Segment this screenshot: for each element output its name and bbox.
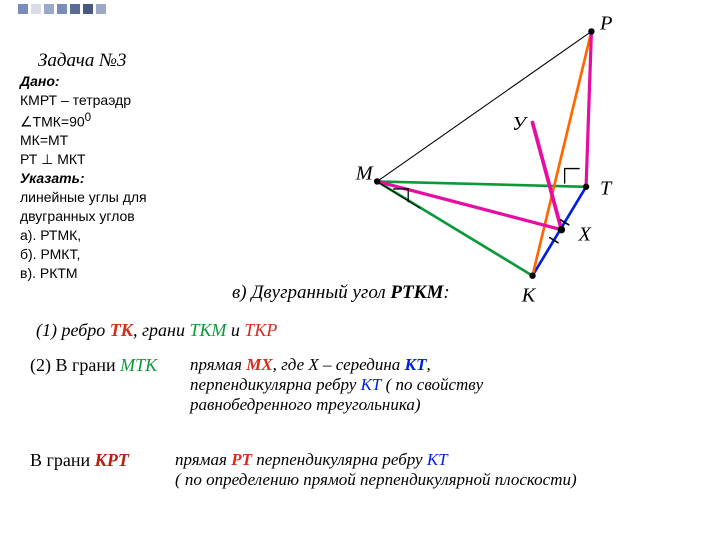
decor-sq [31,4,41,14]
tetrahedron-diagram: Р Т М К Х У [280,10,710,310]
l2-kt: КТ [405,355,427,374]
given-l1: КМРТ – тетраэдр [20,91,225,110]
line-2-left: (2) В грани МТК [30,355,157,376]
given-header: Дано: [20,72,225,91]
l3-r1b: перпендикулярна ребру [252,450,427,469]
l2-kt2: КТ [361,375,382,394]
svg-text:К: К [521,284,537,306]
line-3-right: прямая РТ перпендикулярна ребру КТ ( по … [175,450,715,490]
l3-r1a: прямая [175,450,231,469]
line-3-left: В грани КРТ [30,450,129,471]
l1-tk: ТК [110,320,133,340]
l3-kt: КТ [427,450,448,469]
given-l6: двугранных углов [20,207,225,226]
decor-sq [83,4,93,14]
given-l8: б). РМКТ, [20,245,225,264]
line-2-right: прямая МХ, где Х – середина КТ, перпенди… [190,355,710,415]
section-prefix: в) Двугранный угол [232,282,390,303]
given-header2: Указать: [20,169,225,188]
l3-r2: ( по определению прямой перпендикулярной… [175,470,715,490]
section-suffix: : [443,282,449,303]
given-l5: линейные углы для [20,188,225,207]
l2-r3: равнобедренного треугольника) [190,395,710,415]
l2-r1: прямая МХ, где Х – середина КТ, [190,355,710,375]
section-name: РТКМ [390,282,443,303]
given-l4: РТ ⊥ МКТ [20,150,225,169]
decor-squares [18,4,106,14]
svg-text:Х: Х [578,223,593,245]
section-title: в) Двугранный угол РТКМ: [232,282,450,304]
given-l2-pre: ∠ТМК=90 [20,113,85,129]
task-title: Задача №3 [38,50,127,72]
given-box: Дано: КМРТ – тетраэдр ∠ТМК=900 МК=МТ РТ … [20,72,225,282]
l2-r2b: ( по свойству [381,375,483,394]
l1-comma: , грани [133,320,189,340]
svg-text:М: М [355,162,374,184]
l2-r1c: , [426,355,430,374]
decor-sq [96,4,106,14]
svg-text:Р: Р [599,12,612,34]
svg-text:У: У [512,113,528,135]
l2-n: (2) В грани [30,355,120,375]
l2-mx: МХ [246,355,272,374]
l3-krt: КРТ [95,450,129,470]
l1-n: (1) ребро [36,320,110,340]
decor-sq [18,4,28,14]
l1-and: и [226,320,244,340]
l3-lbl: В грани [30,450,95,470]
given-l9: в). РКТМ [20,264,225,283]
decor-sq [70,4,80,14]
l2-mtk: МТК [120,355,157,375]
l2-r2: перпендикулярна ребру КТ ( по свойству [190,375,710,395]
l2-r1a: прямая [190,355,246,374]
decor-sq [57,4,67,14]
given-l7: а). РТМК, [20,226,225,245]
l2-r1b: , где Х – середина [273,355,405,374]
decor-sq [44,4,54,14]
l1-g1: ТКМ [189,320,226,340]
l3-r1: прямая РТ перпендикулярна ребру КТ [175,450,715,470]
l3-pt: РТ [231,450,252,469]
l2-r2a: перпендикулярна ребру [190,375,361,394]
given-l2: ∠ТМК=900 [20,110,225,132]
svg-text:Т: Т [600,177,613,199]
given-l3: МК=МТ [20,131,225,150]
given-l2-sup: 0 [85,111,91,124]
l1-g2: ТКР [244,320,277,340]
line-1: (1) ребро ТК, грани ТКМ и ТКР [36,320,277,341]
